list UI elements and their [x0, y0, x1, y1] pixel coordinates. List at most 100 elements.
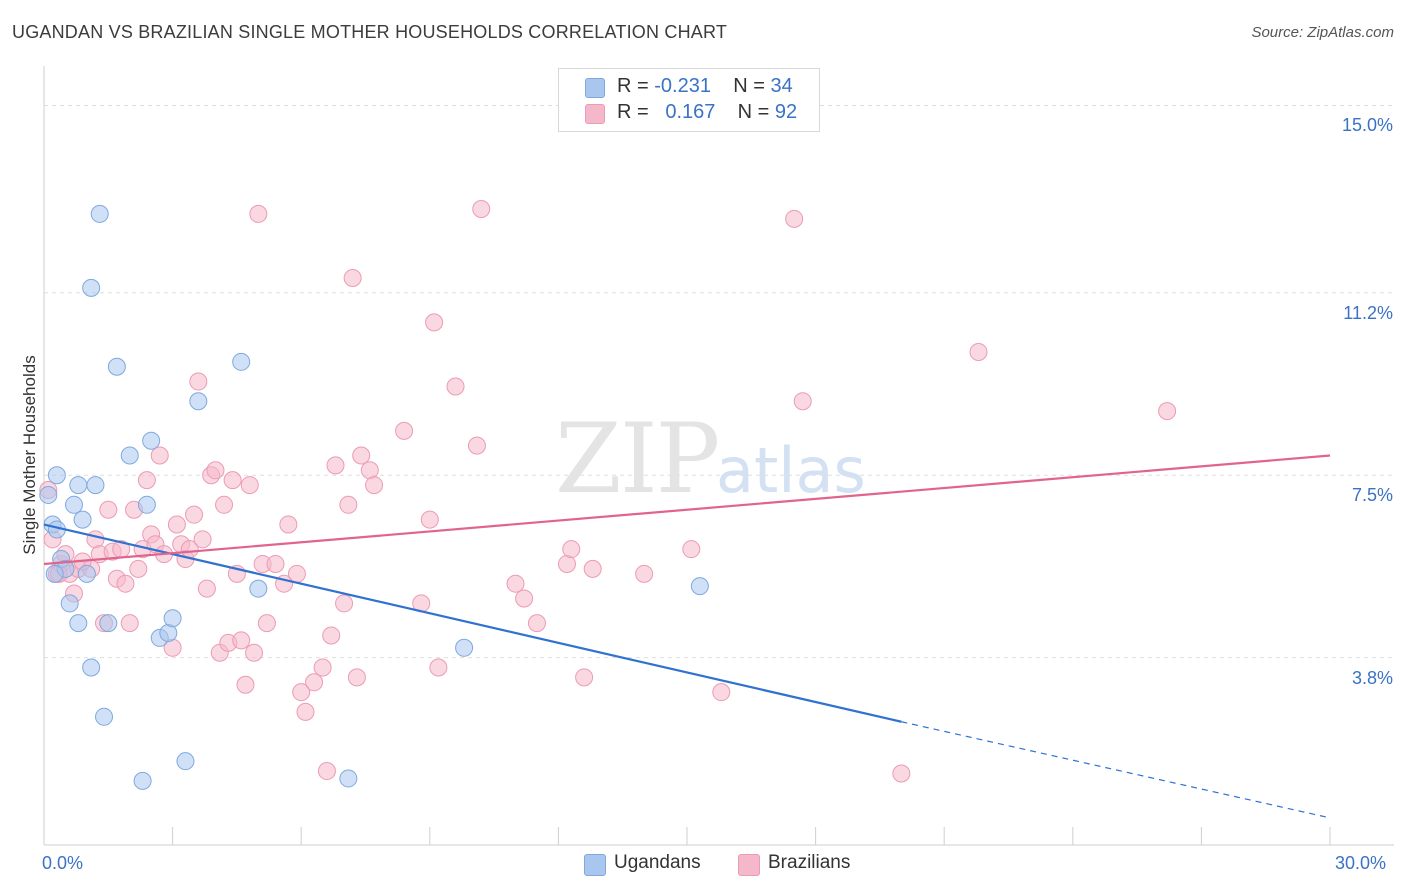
brazilians-point	[892, 764, 911, 783]
brazilians-point	[506, 574, 525, 593]
ugandans-points	[39, 204, 709, 790]
brazilians-point	[365, 476, 384, 495]
n-label: N =	[737, 101, 775, 123]
watermark-atlas: atlas	[716, 434, 866, 507]
gridlines	[44, 104, 1394, 659]
ugandans-point	[45, 564, 64, 583]
n-value-ugandans: 34	[770, 75, 793, 97]
brazilians-point	[150, 446, 169, 465]
brazilians-point	[343, 269, 362, 288]
brazilians-point	[682, 540, 701, 559]
brazilians-point	[712, 683, 731, 702]
brazilians-point	[99, 500, 118, 519]
brazilians-point	[322, 626, 341, 645]
n-value-brazilians: 92	[774, 101, 798, 123]
ugandans-point	[176, 752, 195, 771]
x-tick-label-max: 30.0%	[1335, 853, 1387, 873]
brazilians-point	[240, 476, 259, 495]
brazilians-point	[562, 540, 581, 559]
brazilians-point	[347, 668, 366, 687]
ugandans-legend-swatch	[584, 854, 606, 876]
brazilians-point	[313, 658, 332, 677]
r-label: R =	[617, 75, 655, 97]
ugandans-swatch	[585, 78, 605, 98]
brazilians-point	[467, 436, 486, 455]
ugandans-point	[69, 476, 88, 495]
brazilians-point	[326, 456, 345, 475]
brazilians-point	[189, 372, 208, 391]
brazilians-point	[206, 461, 225, 480]
r-value-ugandans: -0.231	[654, 75, 711, 97]
y-tick-label: 7.5%	[1351, 485, 1393, 506]
axes	[43, 66, 1394, 846]
source-label: Source: ZipAtlas.com	[1251, 24, 1394, 41]
ugandans-point	[107, 357, 126, 376]
brazilians-point	[635, 564, 654, 583]
brazilians-point	[515, 589, 534, 608]
brazilians-point	[575, 668, 594, 687]
brazilians-point	[120, 614, 139, 633]
brazilians-point	[116, 574, 135, 593]
n-label: N =	[733, 75, 771, 97]
ugandans-point	[690, 577, 709, 596]
brazilians-point	[420, 510, 439, 529]
brazilians-point	[425, 313, 444, 332]
brazilians-point	[129, 559, 148, 578]
brazilians-point	[249, 204, 268, 223]
ugandans-point	[82, 278, 101, 297]
ugandans-point	[339, 769, 358, 788]
brazilians-point	[305, 673, 324, 692]
brazilians-point	[339, 495, 358, 514]
brazilians-point	[472, 199, 491, 218]
trend-lines	[43, 454, 1331, 819]
brazilians-point	[446, 377, 465, 396]
ugandans-point	[39, 485, 58, 504]
brazilians-point	[785, 209, 804, 228]
r-label: R =	[617, 101, 655, 123]
ugandans-trend-extension	[901, 721, 1331, 819]
legend-label-ugandans: Ugandans	[614, 852, 701, 873]
y-tick-label: 15.0%	[1341, 115, 1393, 136]
ugandans-point	[99, 614, 118, 633]
ugandans-point	[73, 510, 92, 529]
brazilians-point	[395, 421, 414, 440]
ugandans-point	[77, 564, 96, 583]
brazilians-point	[793, 392, 812, 411]
ugandans-point	[86, 476, 105, 495]
brazilians-point	[317, 762, 336, 781]
brazilians-point	[1158, 402, 1177, 421]
brazilians-point	[352, 446, 371, 465]
ugandans-point	[133, 771, 152, 790]
brazilians-trend-line	[43, 454, 1331, 566]
brazilians-point	[215, 495, 234, 514]
brazilians-point	[287, 564, 306, 583]
brazilians-legend-swatch	[738, 854, 760, 876]
ugandans-point	[95, 707, 114, 726]
ugandans-point	[455, 638, 474, 657]
correlation-legend: R = -0.231 N = 34 R = 0.167 N = 92	[558, 68, 820, 132]
brazilians-point	[583, 559, 602, 578]
ugandans-point	[163, 609, 182, 628]
brazilians-point	[292, 683, 311, 702]
ugandans-point	[189, 392, 208, 411]
ugandans-point	[82, 658, 101, 677]
brazilians-point	[197, 579, 216, 598]
chart-title: UGANDAN VS BRAZILIAN SINGLE MOTHER HOUSE…	[12, 22, 728, 42]
brazilians-point	[969, 342, 988, 361]
watermark-zip: ZIP	[555, 403, 718, 515]
ugandans-point	[142, 431, 161, 450]
series-legend: Ugandans Brazilians	[0, 852, 1406, 878]
y-tick-label: 3.8%	[1351, 667, 1393, 688]
x-tick-label-min: 0.0%	[42, 853, 84, 873]
y-tick-label: 11.2%	[1343, 302, 1393, 323]
brazilians-point	[429, 658, 448, 677]
ugandans-point	[69, 614, 88, 633]
brazilians-point	[245, 643, 264, 662]
brazilians-point	[167, 515, 186, 534]
ugandans-point	[249, 579, 268, 598]
ugandans-point	[65, 495, 84, 514]
brazilians-point	[296, 702, 315, 721]
brazilians-point	[257, 614, 276, 633]
r-value-brazilians: 0.167	[665, 101, 716, 123]
